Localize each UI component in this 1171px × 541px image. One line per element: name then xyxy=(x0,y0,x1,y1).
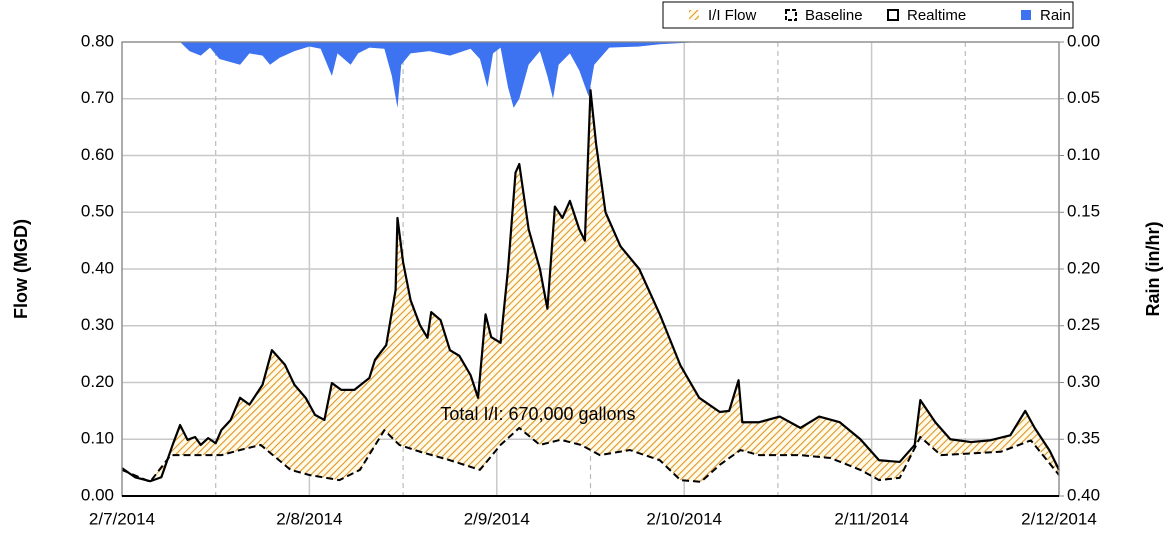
y2-tick-label: 0.10 xyxy=(1067,145,1100,164)
ii-fill xyxy=(122,90,1059,482)
legend-swatch xyxy=(887,9,899,21)
y2-tick-label: 0.20 xyxy=(1067,258,1100,277)
x-tick-label: 2/10/2014 xyxy=(646,509,722,528)
y-tick-label: 0.60 xyxy=(81,145,114,164)
legend-label: Rain xyxy=(1040,7,1071,24)
legend-swatch xyxy=(689,10,699,20)
y-tick-label: 0.30 xyxy=(81,315,114,334)
x-tick-label: 2/9/2014 xyxy=(464,509,530,528)
y-tick-label: 0.80 xyxy=(81,31,114,50)
legend-label: I/I Flow xyxy=(708,7,757,24)
y-tick-label: 0.10 xyxy=(81,429,114,448)
y-tick-label: 0.20 xyxy=(81,372,114,391)
y2-tick-label: 0.30 xyxy=(1067,372,1100,391)
legend-swatch xyxy=(1021,10,1031,20)
legend-swatch xyxy=(785,9,797,21)
x-tick-label: 2/11/2014 xyxy=(834,509,908,528)
x-tick-label: 2/8/2014 xyxy=(276,509,342,528)
y-tick-label: 0.50 xyxy=(81,202,114,221)
x-tick-label: 2/7/2014 xyxy=(89,509,155,528)
annotation: Total I/I: 670,000 gallons xyxy=(440,404,635,424)
y2-tick-label: 0.00 xyxy=(1067,31,1100,50)
x-tick-label: 2/12/2014 xyxy=(1021,509,1097,528)
y2-axis-title: Rain (in/hr) xyxy=(1143,222,1163,317)
y2-tick-label: 0.25 xyxy=(1067,315,1100,334)
y-tick-label: 0.70 xyxy=(81,88,114,107)
realtime-line xyxy=(121,89,1060,483)
baseline-line xyxy=(121,426,1060,483)
y2-tick-label: 0.35 xyxy=(1067,429,1100,448)
y-axis-title: Flow (MGD) xyxy=(11,219,31,319)
legend-label: Realtime xyxy=(907,7,966,24)
legend-label: Baseline xyxy=(805,7,863,24)
y-tick-label: 0.00 xyxy=(81,485,114,504)
rain-area xyxy=(180,42,700,108)
legend-box xyxy=(662,1,1074,29)
y2-tick-label: 0.15 xyxy=(1067,202,1100,221)
y2-tick-label: 0.05 xyxy=(1067,88,1100,107)
y-tick-label: 0.40 xyxy=(81,258,114,277)
y2-tick-label: 0.40 xyxy=(1067,485,1100,504)
